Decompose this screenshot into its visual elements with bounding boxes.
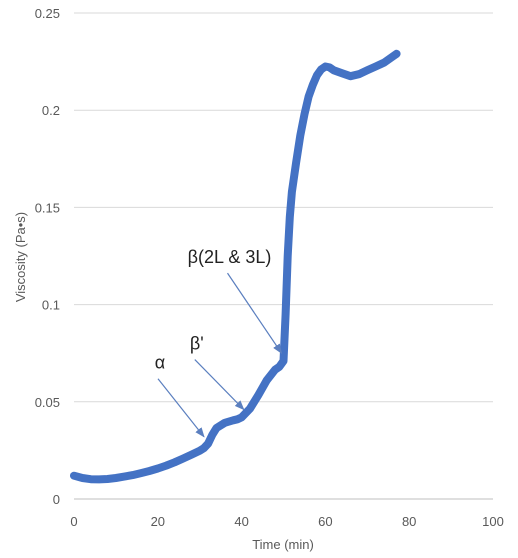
y-tick-label: 0.15 — [35, 200, 60, 215]
axes: 0 0.05 0.1 0.15 0.2 0.25 0 20 40 60 80 100 — [35, 6, 504, 529]
y-tick-label: 0.1 — [42, 298, 60, 313]
y-tick-label: 0 — [53, 492, 60, 507]
y-tick-label: 0.2 — [42, 103, 60, 118]
y-tick-label: 0.05 — [35, 395, 60, 410]
annotation-label: α — [155, 353, 165, 373]
series-line — [70, 49, 401, 484]
annotation-arrow — [194, 359, 245, 411]
annotation-arrow — [157, 378, 205, 438]
series-layer — [70, 49, 401, 484]
annotation-arrow — [227, 272, 283, 354]
x-tick-label: 40 — [234, 514, 248, 529]
y-axis-title: Viscosity (Pa•s) — [13, 212, 28, 302]
x-tick-label: 20 — [151, 514, 165, 529]
y-tick-label: 0.25 — [35, 6, 60, 21]
annotations: α β' β(2L & 3L) — [155, 247, 283, 438]
annotation-label: β' — [190, 334, 204, 354]
x-tick-label: 60 — [318, 514, 332, 529]
annotation-label: β(2L & 3L) — [188, 247, 272, 267]
x-tick-label: 80 — [402, 514, 416, 529]
x-axis-title: Time (min) — [252, 537, 314, 552]
x-tick-label: 0 — [70, 514, 77, 529]
gridlines — [74, 12, 493, 403]
x-tick-label: 100 — [482, 514, 504, 529]
